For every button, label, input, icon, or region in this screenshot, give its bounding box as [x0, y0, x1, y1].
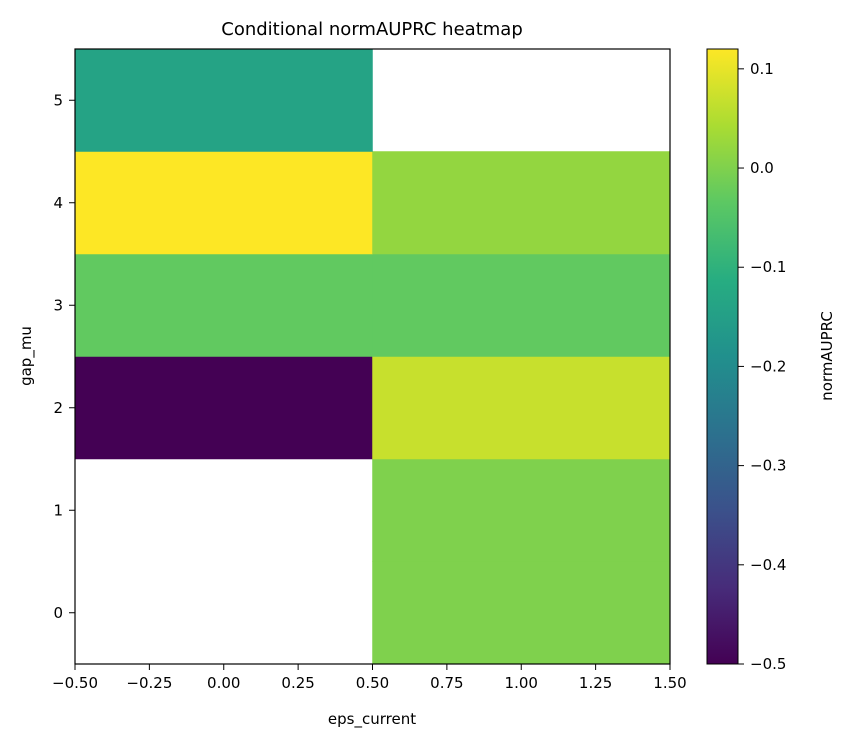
- heatmap-cell: [372, 458, 671, 562]
- x-tick-label: −0.50: [52, 674, 98, 692]
- heatmap-cell: [372, 561, 671, 665]
- colorbar-tick-label: −0.4: [750, 556, 786, 574]
- x-tick-label: 0.00: [207, 674, 240, 692]
- colorbar-tick-label: −0.2: [750, 357, 786, 375]
- heatmap-cell: [74, 151, 373, 255]
- heatmap-cell: [74, 48, 373, 152]
- y-axis-label: gap_mu: [17, 326, 36, 386]
- heatmap-cell: [372, 356, 671, 460]
- colorbar-tick-label: 0.0: [750, 159, 774, 177]
- colorbar-ticks: 0.1 0.0 −0.1 −0.2 −0.3 −0.4 −0.5: [738, 60, 786, 673]
- colorbar-tick-label: 0.1: [750, 60, 774, 78]
- y-tick-label: 1: [53, 501, 63, 519]
- heatmap-cells: [74, 48, 671, 665]
- colorbar: 0.1 0.0 −0.1 −0.2 −0.3 −0.4 −0.5 normAUPRC: [706, 48, 836, 673]
- y-axis: 0 1 2 3 4 5: [53, 91, 75, 622]
- heatmap-cell: [372, 151, 671, 255]
- x-axis: −0.50 −0.25 0.00 0.25 0.50 0.75 1.00 1.25 1.50: [52, 664, 687, 692]
- colorbar-tick-label: −0.1: [750, 258, 786, 276]
- x-tick-label: 1.00: [505, 674, 538, 692]
- colorbar-tick-label: −0.5: [750, 655, 786, 673]
- x-tick-label: −0.25: [126, 674, 172, 692]
- x-tick-label: 0.75: [430, 674, 463, 692]
- chart-title: Conditional normAUPRC heatmap: [221, 19, 523, 40]
- heatmap-cell: [372, 253, 671, 357]
- colorbar-label: normAUPRC: [818, 311, 836, 401]
- y-tick-label: 3: [53, 296, 63, 314]
- colorbar-tick-label: −0.3: [750, 457, 786, 475]
- heatmap-cell: [74, 253, 373, 357]
- x-axis-label: eps_current: [328, 710, 416, 729]
- x-tick-label: 1.50: [653, 674, 686, 692]
- colorbar-gradient: [706, 48, 739, 665]
- y-tick-label: 2: [53, 399, 63, 417]
- x-tick-label: 0.25: [281, 674, 314, 692]
- y-tick-label: 5: [53, 91, 63, 109]
- y-tick-label: 4: [53, 194, 63, 212]
- heatmap-cell: [74, 356, 373, 460]
- x-tick-label: 0.50: [356, 674, 389, 692]
- x-tick-label: 1.25: [579, 674, 612, 692]
- y-tick-label: 0: [53, 604, 63, 622]
